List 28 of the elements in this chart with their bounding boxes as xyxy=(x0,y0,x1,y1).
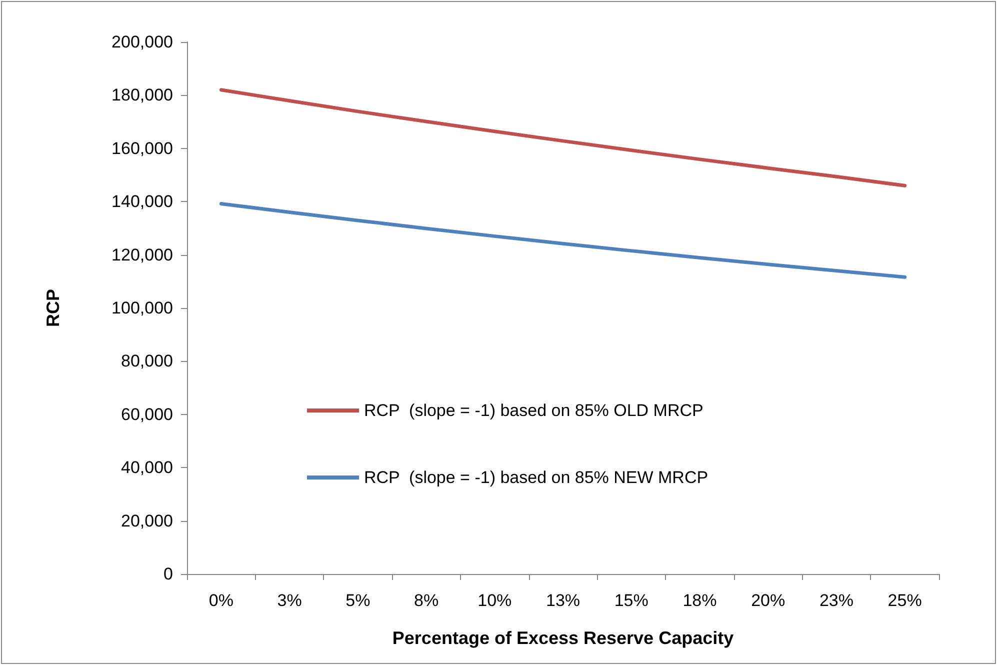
y-tick-label: 20,000 xyxy=(121,511,173,530)
y-tick-label: 0 xyxy=(164,564,173,584)
x-tick-label: 15% xyxy=(614,591,648,610)
x-tick-label: 13% xyxy=(546,591,580,610)
y-axis-title: RCP xyxy=(43,288,63,328)
x-tick-label: 18% xyxy=(682,591,717,610)
x-tick-label: 0% xyxy=(208,591,234,610)
y-tick-label: 120,000 xyxy=(112,245,173,264)
y-tick-label: 140,000 xyxy=(112,192,173,212)
x-tick-label: 25% xyxy=(888,591,922,610)
x-tick-label: 20% xyxy=(751,591,786,610)
legend-label: RCP (slope = -1) based on 85% OLD MRCP xyxy=(364,401,704,420)
x-tick-label: 5% xyxy=(346,591,370,610)
y-tick-label: 180,000 xyxy=(112,86,173,105)
x-tick-label: 23% xyxy=(819,591,854,610)
y-tick-label: 100,000 xyxy=(112,298,173,318)
y-tick-label: 160,000 xyxy=(112,138,173,158)
line-series xyxy=(219,202,907,279)
line-series xyxy=(219,88,907,188)
legend-label: RCP (slope = -1) based on 85% NEW MRCP xyxy=(364,468,708,487)
x-tick-label: 3% xyxy=(277,591,302,610)
x-axis-title: Percentage of Excess Reserve Capacity xyxy=(392,628,734,648)
x-tick-label: 10% xyxy=(478,591,512,610)
x-tick-label: 8% xyxy=(414,591,439,610)
y-tick-label: 200,000 xyxy=(112,32,173,52)
y-tick-label: 40,000 xyxy=(121,458,173,478)
y-tick-label: 60,000 xyxy=(121,404,173,424)
y-tick-label: 80,000 xyxy=(121,352,173,371)
